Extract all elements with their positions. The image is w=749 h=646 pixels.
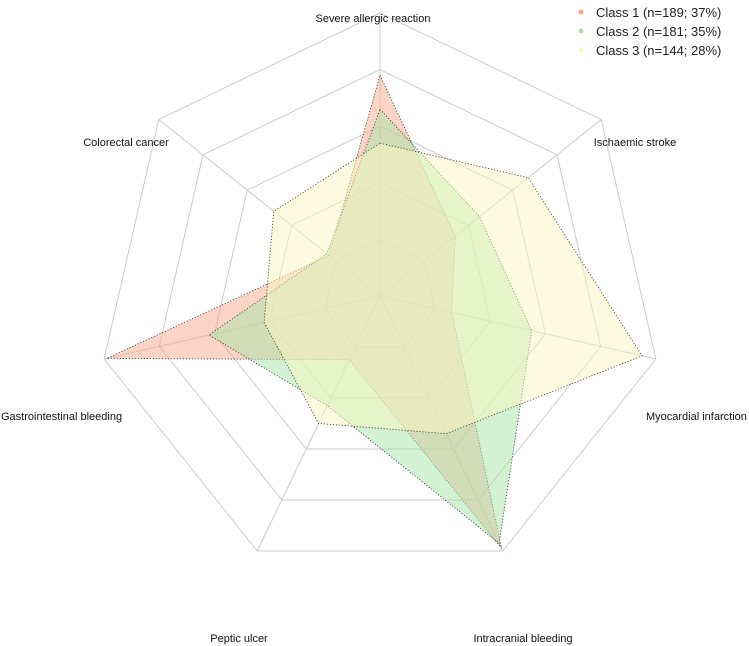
legend-label: Class 1 (n=189; 37%): [596, 5, 721, 20]
series-polygon-class-3: [263, 142, 643, 435]
legend-item-class-3: Class 3 (n=144; 28%): [578, 43, 721, 58]
axis-label-peptic-ulcer: Peptic ulcer: [210, 633, 268, 645]
axis-label-severe-allergic-reaction: Severe allergic reaction: [316, 13, 431, 25]
axis-label-colorectal-cancer: Colorectal cancer: [83, 137, 169, 149]
legend-label: Class 2 (n=181; 35%): [596, 24, 721, 39]
grid-ring-4: [158, 69, 602, 501]
legend: Class 1 (n=189; 37%) Class 2 (n=181; 35%)…: [578, 5, 721, 58]
axis-label-myocardial-infarction: Myocardial infarction: [646, 411, 747, 423]
radar-series: [106, 74, 643, 549]
axis-labels: Severe allergic reaction Ischaemic stroke…: [1, 13, 747, 645]
legend-label: Class 3 (n=144; 28%): [596, 43, 721, 58]
axis-label-gastrointestinal-bleeding: Gastrointestinal bleeding: [1, 411, 122, 423]
legend-item-class-1: Class 1 (n=189; 37%): [578, 5, 721, 20]
grid-ring-5: [103, 12, 657, 552]
legend-item-class-2: Class 2 (n=181; 35%): [578, 24, 721, 39]
axis-label-ischaemic-stroke: Ischaemic stroke: [594, 137, 677, 149]
legend-marker: [578, 47, 584, 53]
legend-marker: [578, 9, 584, 15]
axis-label-intracranial-bleeding: Intracranial bleeding: [473, 633, 572, 645]
legend-marker: [578, 28, 584, 34]
